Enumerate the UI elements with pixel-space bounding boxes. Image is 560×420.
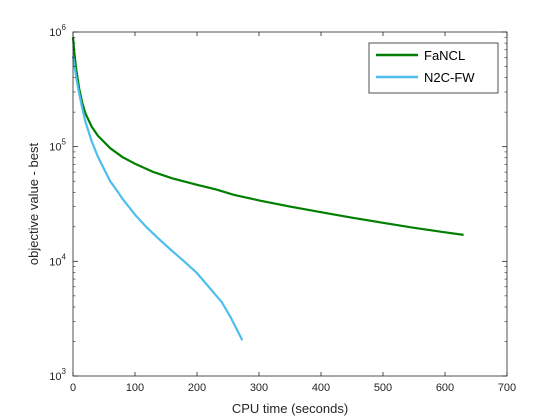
x-tick-label: 500 xyxy=(374,382,392,394)
x-tick-label: 300 xyxy=(250,382,268,394)
series-layer xyxy=(71,37,464,341)
legend: FaNCL N2C-FW xyxy=(368,42,499,94)
x-axis-label: CPU time (seconds) xyxy=(232,401,348,416)
legend-box xyxy=(368,42,499,94)
legend-label-fancl: FaNCL xyxy=(424,48,465,63)
series-line-n2c-fw xyxy=(71,55,244,341)
x-tick-label: 100 xyxy=(126,382,144,394)
x-axis: 0 100 200 300 400 500 600 700 xyxy=(70,32,516,394)
y-axis: 103 104 105 106 xyxy=(49,23,507,383)
axes-box xyxy=(72,31,508,377)
legend-items: FaNCL N2C-FW xyxy=(376,48,475,85)
x-tick-label: 700 xyxy=(498,382,516,394)
y-axis-label: objective value - best xyxy=(26,143,41,266)
y-tick-label: 103 xyxy=(49,367,66,383)
legend-label-n2c-fw: N2C-FW xyxy=(424,70,475,85)
x-tick-label: 600 xyxy=(436,382,454,394)
y-tick-label: 106 xyxy=(49,23,66,39)
y-tick-label: 105 xyxy=(49,138,66,154)
x-tick-label: 400 xyxy=(312,382,330,394)
x-tick-label: 200 xyxy=(188,382,206,394)
y-tick-label: 104 xyxy=(49,252,66,268)
x-tick-label: 0 xyxy=(70,382,76,394)
